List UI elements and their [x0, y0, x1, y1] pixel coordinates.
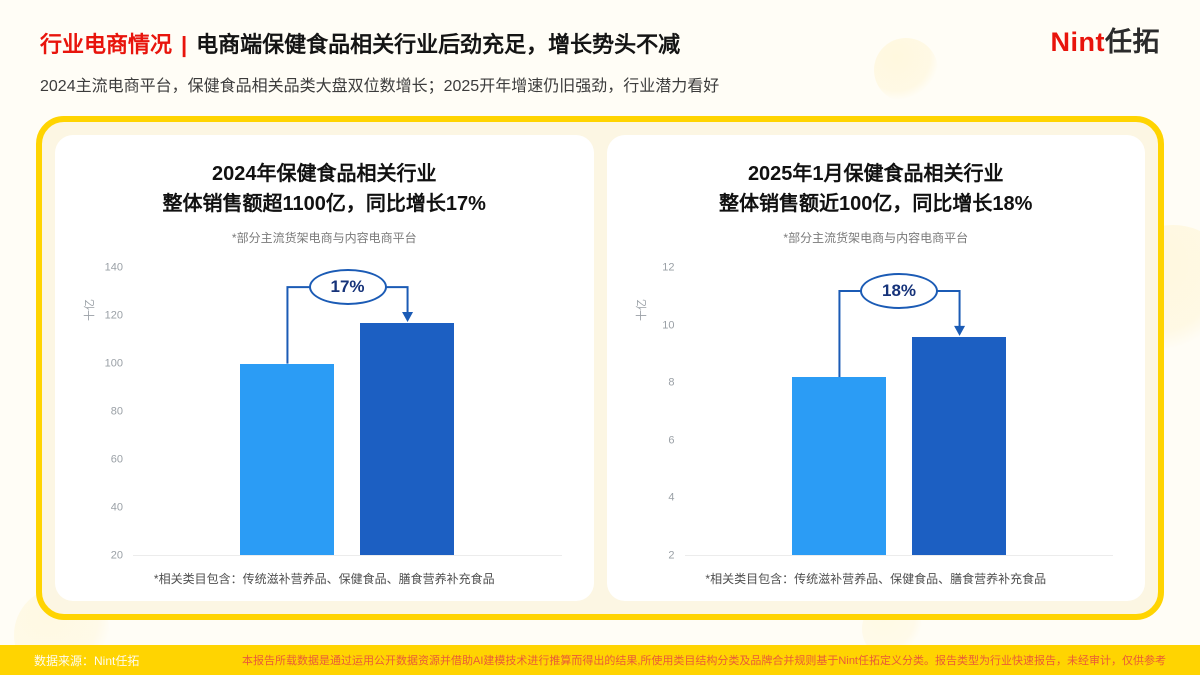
y-tick-label: 100	[104, 357, 123, 370]
growth-annotation-arrow	[837, 289, 965, 378]
growth-badge: 17%	[308, 269, 387, 306]
chart-card-2024: 2024年保健食品相关行业 整体销售额超1100亿，同比增长17% *部分主流货…	[55, 135, 594, 601]
chart-subtitle: *部分主流货架电商与内容电商平台	[783, 231, 969, 245]
chart-title-line2: 整体销售额超1100亿，同比增长17%	[162, 193, 486, 215]
subtitle: 2024主流电商平台，保健食品相关品类大盘双位数增长；2025开年增速仍旧强劲，…	[40, 78, 720, 95]
y-tick-label: 120	[104, 309, 123, 322]
y-tick-label: 12	[662, 261, 675, 274]
bar-1	[791, 377, 886, 555]
logo-text-en: Nint	[1050, 27, 1105, 57]
y-axis-label: 十亿	[635, 299, 648, 321]
chart-title: 2024年保健食品相关行业 整体销售额超1100亿，同比增长17%	[81, 159, 568, 219]
bar-1	[240, 363, 335, 555]
growth-annotation-arrow	[286, 286, 414, 364]
y-axis-ticks: 2 4 6 8 10 12	[649, 262, 685, 561]
chart-footnote: *相关类目包含：传统滋补营养品、保健食品、膳食营养补充食品	[153, 572, 495, 586]
plot-area: 18%	[684, 268, 1113, 556]
y-tick-label: 140	[104, 261, 123, 274]
chart-title-line2: 整体销售额近100亿，同比增长18%	[719, 193, 1033, 215]
plot-wrap: 十亿 20 40 60 80 100 120 140 17%	[81, 252, 568, 561]
growth-value: 17%	[330, 277, 365, 297]
y-tick-label: 6	[668, 434, 675, 447]
data-source: 数据来源：Nint任拓	[34, 653, 140, 668]
y-tick-label: 10	[662, 319, 675, 332]
growth-value: 18%	[881, 280, 917, 300]
plot-area: 17%	[133, 268, 562, 556]
y-tick-label: 60	[110, 453, 123, 466]
chart-card-2025: 2025年1月保健食品相关行业 整体销售额近100亿，同比增长18% *部分主流…	[606, 135, 1145, 601]
y-tick-label: 40	[110, 501, 123, 514]
chart-subtitle: *部分主流货架电商与内容电商平台	[231, 231, 417, 245]
growth-badge: 18%	[860, 272, 938, 309]
title-divider: |	[181, 32, 188, 57]
section-title: 行业电商情况	[40, 32, 173, 57]
y-axis-label: 十亿	[84, 299, 96, 321]
y-tick-label: 8	[668, 376, 675, 389]
y-tick-label: 20	[110, 549, 123, 562]
chart-title: 2025年1月保健食品相关行业 整体销售额近100亿，同比增长18%	[633, 159, 1120, 219]
header: 行业电商情况 | 电商端保健食品相关行业后劲充足，增长势头不减 Nint任拓 2…	[0, 0, 1200, 96]
y-axis-ticks: 20 40 60 80 100 120 140	[97, 262, 133, 561]
title-row: 行业电商情况 | 电商端保健食品相关行业后劲充足，增长势头不减 Nint任拓	[40, 27, 1160, 59]
bar-2	[911, 336, 1006, 555]
disclaimer: 本报告所载数据是通过运用公开数据资源并借助AI建模技术进行推算而得出的结果,所使…	[241, 655, 1166, 667]
page-title: 行业电商情况 | 电商端保健食品相关行业后劲充足，增长势头不减	[40, 27, 680, 59]
nint-logo: Nint任拓	[1051, 29, 1160, 56]
footer-bar: 数据来源：Nint任拓 本报告所载数据是通过运用公开数据资源并借助AI建模技术进…	[0, 645, 1200, 675]
plot-wrap: 十亿 2 4 6 8 10 12 18%	[633, 252, 1120, 561]
chart-title-line1: 2025年1月保健食品相关行业	[747, 163, 1004, 185]
chart-title-line1: 2024年保健食品相关行业	[212, 163, 437, 185]
y-tick-label: 80	[110, 405, 123, 418]
headline-text: 电商端保健食品相关行业后劲充足，增长势头不减	[196, 32, 681, 57]
y-tick-label: 2	[668, 549, 675, 562]
main-panel: 2024年保健食品相关行业 整体销售额超1100亿，同比增长17% *部分主流货…	[36, 116, 1164, 620]
chart-footnote: *相关类目包含：传统滋补营养品、保健食品、膳食营养补充食品	[705, 572, 1047, 586]
y-tick-label: 4	[668, 491, 675, 504]
logo-text-cn: 任拓	[1105, 27, 1160, 57]
bar-2	[360, 323, 455, 555]
